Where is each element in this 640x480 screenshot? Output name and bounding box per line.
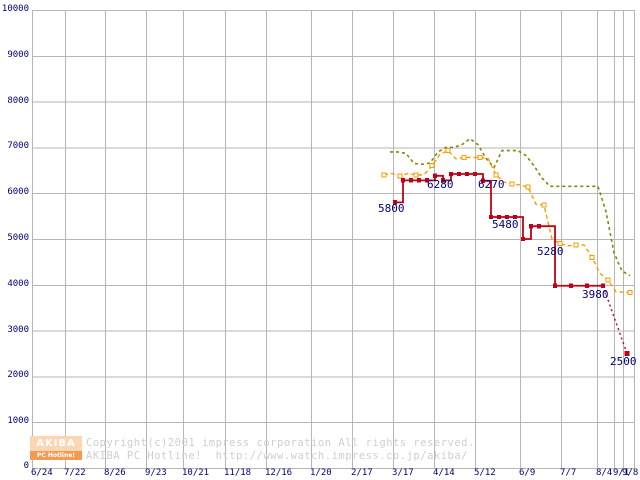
point-value-label: 5280 [537, 245, 564, 258]
footer-watermark: AKIBA PC Hotline! Copyright(c)2001 impre… [30, 434, 630, 468]
x-tick-label: 3/17 [392, 468, 414, 478]
x-tick-label: 11/18 [224, 468, 252, 478]
x-tick-label: 9/8 [622, 468, 639, 478]
x-tick-label: 9/1 [613, 468, 630, 478]
y-tick-label: 5000 [7, 233, 29, 243]
x-tick-label: 7/7 [560, 468, 577, 478]
point-value-label: 6270 [478, 178, 505, 191]
x-tick-label: 9/23 [145, 468, 167, 478]
y-tick-label: 3000 [7, 325, 29, 335]
y-tick-label: 6000 [7, 187, 29, 197]
y-tick-label: 0 [23, 461, 29, 471]
akiba-logo-bottom: PC Hotline! [30, 451, 82, 460]
x-tick-label: 12/16 [265, 468, 293, 478]
x-tick-label: 8/4 [596, 468, 613, 478]
x-tick-label: 8/26 [104, 468, 126, 478]
copyright-text: Copyright(c)2001 impress corporation All… [86, 437, 475, 449]
y-tick-label: 1000 [7, 416, 29, 426]
x-tick-label: 10/21 [182, 468, 210, 478]
point-value-label: 6280 [427, 178, 454, 191]
x-tick-label: 4/14 [433, 468, 455, 478]
point-value-label: 5480 [492, 218, 519, 231]
y-tick-label: 9000 [7, 50, 29, 60]
x-tick-label: 5/12 [474, 468, 496, 478]
x-tick-label: 6/9 [519, 468, 536, 478]
data-series-group [381, 137, 633, 356]
grid-lines [32, 10, 635, 469]
akiba-logo-top: AKIBA [30, 436, 82, 451]
x-tick-label: 1/20 [310, 468, 332, 478]
x-tick-label: 2/17 [351, 468, 373, 478]
point-value-label: 2500 [610, 355, 637, 368]
y-tick-label: 7000 [7, 141, 29, 151]
akiba-logo: AKIBA PC Hotline! [30, 436, 82, 462]
point-value-label: 3980 [582, 288, 609, 301]
x-tick-label: 6/24 [31, 468, 53, 478]
y-tick-label: 8000 [7, 96, 29, 106]
y-tick-label: 2000 [7, 370, 29, 380]
x-tick-label: 7/22 [64, 468, 86, 478]
akiba-logo-bottom-text: PC Hotline! [36, 451, 76, 459]
y-tick-label: 4000 [7, 279, 29, 289]
akiba-logo-top-text: AKIBA [36, 437, 76, 449]
y-tick-label: 10000 [1, 4, 29, 14]
site-url-text: AKIBA PC Hotline! http://www.watch.impre… [86, 450, 469, 462]
point-value-label: 5800 [378, 202, 405, 215]
